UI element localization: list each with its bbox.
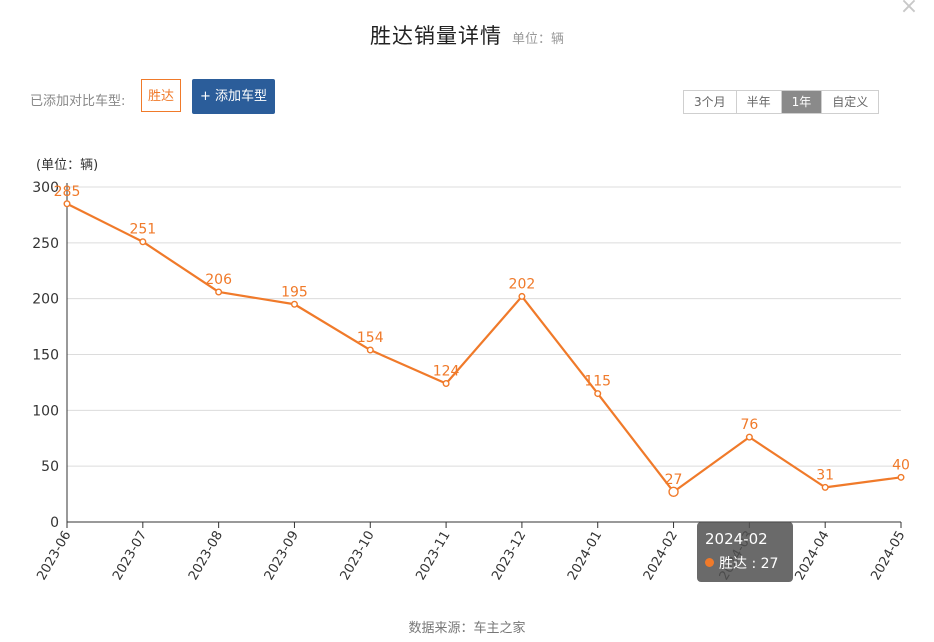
x-tick-label: 2023-12 [489,529,529,584]
data-label: 124 [433,364,460,380]
data-point [821,483,829,491]
range-custom[interactable]: 自定义 [822,91,879,113]
x-tick-label: 2024-04 [792,529,832,584]
y-tick-label: 0 [50,515,59,531]
data-label: 154 [357,330,384,346]
data-label: 251 [129,222,156,238]
data-point [897,473,905,481]
y-axis-unit: (单位：辆) [36,158,99,173]
x-tick-label: 2023-09 [262,529,302,584]
data-label: 202 [509,276,536,292]
add-model-button[interactable]: + 添加车型 [192,79,276,114]
x-tick-label: 2023-08 [186,529,226,584]
unit-label: 单位：辆 [511,32,564,47]
y-tick-label: 250 [32,236,59,252]
data-point [518,292,526,300]
range-1-year[interactable]: 1年 [781,91,823,113]
page-title: 胜达销量详情 [369,24,502,48]
x-tick-label: 2023-11 [413,529,453,584]
x-tick-label: 2023-06 [34,529,74,584]
data-label: 40 [892,457,910,473]
y-tick-label: 50 [41,459,59,475]
series-line [66,202,902,493]
data-point [668,486,679,498]
data-source: 数据来源：车主之家 [408,621,526,636]
data-point [442,380,450,388]
tooltip-date: 2024-02 [705,530,768,548]
data-label: 285 [54,184,81,200]
y-tick-label: 200 [32,292,59,308]
y-tick-label: 100 [32,403,59,419]
data-label: 27 [665,472,683,488]
data-label: 31 [816,467,834,483]
x-tick-label: 2023-07 [110,529,150,584]
tooltip-row: 胜达 : 27 [705,552,785,576]
y-tick-label: 300 [32,180,59,196]
data-point [745,433,753,441]
x-tick-label: 2024-01 [565,529,605,584]
data-point [594,390,602,398]
time-range-selector: 3个月 半年 1年 自定义 [683,90,880,114]
data-point [63,200,71,208]
tooltip-value: 27 [760,556,779,572]
tooltip-series-dot [705,558,714,567]
y-tick-label: 150 [32,348,59,364]
chart-tooltip: 2024-02 胜达 : 27 [697,522,793,582]
compare-model-tag[interactable]: 胜达 [141,79,182,112]
data-label: 115 [584,374,611,390]
compare-label: 已添加对比车型: [30,94,126,109]
header: 胜达销量详情 单位：辆 [0,20,934,50]
data-label: 195 [281,284,308,300]
tooltip-series-name: 胜达 [719,556,747,572]
data-point [139,238,147,246]
data-point [215,288,223,296]
x-tick-label: 2023-10 [338,529,378,584]
x-tick-label: 2024-02 [641,529,681,584]
data-label: 76 [740,417,758,433]
range-3-months[interactable]: 3个月 [684,91,737,113]
data-label: 206 [205,272,232,288]
close-icon[interactable]: × [899,0,919,19]
data-point [290,300,298,308]
x-tick-label: 2024-05 [868,529,908,584]
range-half-year[interactable]: 半年 [736,91,782,113]
data-point [366,346,374,354]
